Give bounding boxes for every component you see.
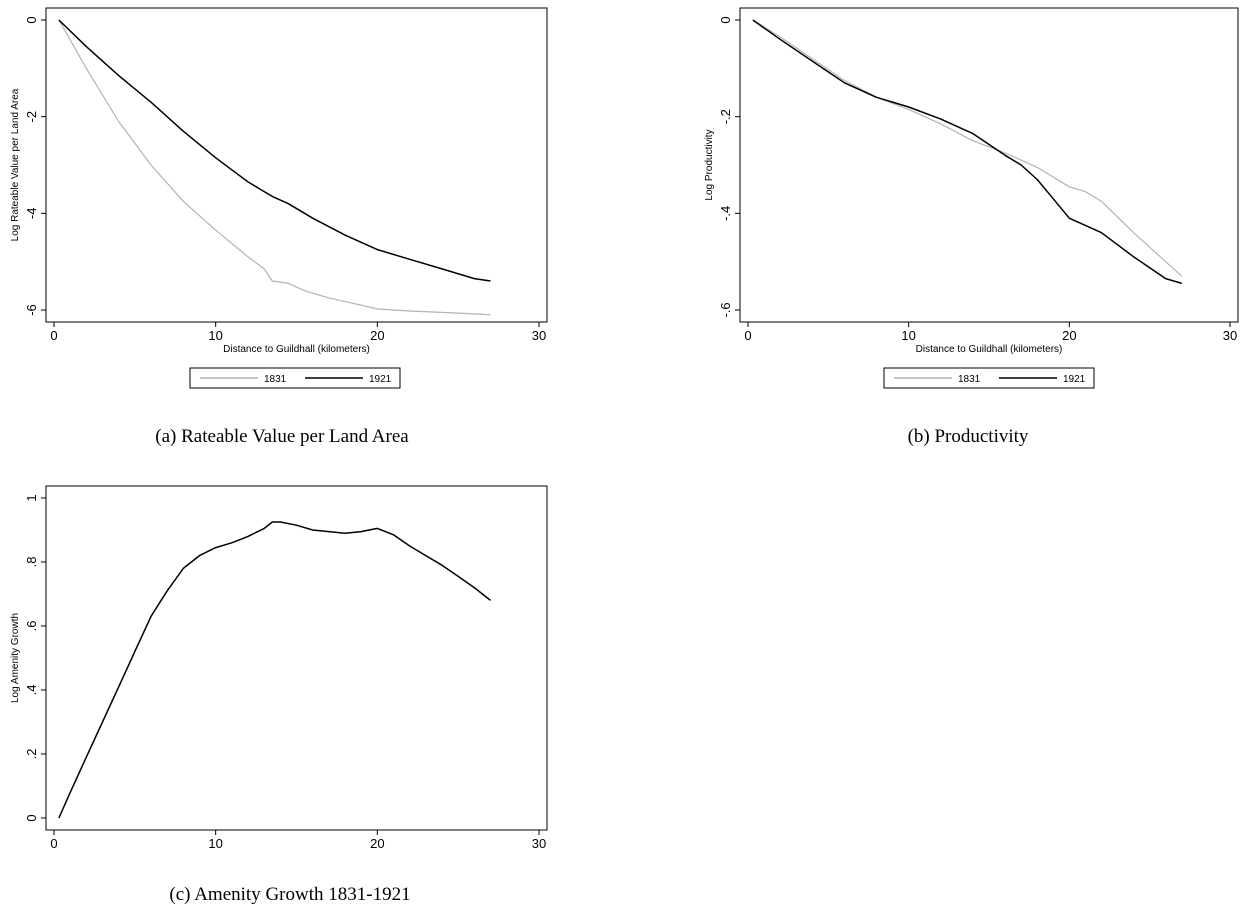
y-tick-label: .8 <box>24 557 39 568</box>
x-axis-title: Distance to Guildhall (kilometers) <box>223 344 370 355</box>
x-tick-label: 0 <box>50 328 57 343</box>
x-tick-label: 0 <box>50 836 57 850</box>
y-tick-label: 1 <box>24 494 39 501</box>
caption-a: (a) Rateable Value per Land Area <box>155 426 409 447</box>
x-tick-label: 10 <box>208 836 222 850</box>
legend-label-1831: 1831 <box>958 374 981 385</box>
legend-label-1921: 1921 <box>369 374 392 385</box>
y-tick-label: 0 <box>24 814 39 821</box>
series-line-1831 <box>752 19 1183 277</box>
x-tick-label: 30 <box>1223 328 1237 343</box>
y-tick-label: -6 <box>24 304 39 316</box>
x-tick-label: 20 <box>1062 328 1076 343</box>
y-tick-label: -4 <box>24 208 39 220</box>
caption-b: (b) Productivity <box>907 426 1029 447</box>
y-tick-label: .2 <box>24 749 39 760</box>
y-tick-label: -.6 <box>718 302 733 317</box>
y-tick-label: 0 <box>718 16 733 23</box>
y-tick-label: -2 <box>24 111 39 123</box>
plot-frame <box>739 7 1239 323</box>
chart-rateable-value: 0 10 20 30 -6 -4 -2 0 Distance to Guildhall (kil… <box>10 7 548 389</box>
y-tick-label: -.2 <box>718 109 733 124</box>
x-tick-label: 20 <box>370 836 384 850</box>
caption-c: (c) Amenity Growth 1831-1921 <box>169 884 411 905</box>
x-tick-label: 20 <box>370 328 384 343</box>
x-tick-label: 0 <box>744 328 751 343</box>
x-tick-label: 30 <box>532 836 546 850</box>
plot-frame <box>45 485 548 831</box>
x-tick-label: 10 <box>901 328 915 343</box>
y-tick-label: -.4 <box>718 206 733 221</box>
x-tick-label: 10 <box>208 328 222 343</box>
y-tick-label: 0 <box>24 16 39 23</box>
plot-frame <box>45 7 548 323</box>
legend-label-1831: 1831 <box>264 374 287 385</box>
legend-label-1921: 1921 <box>1063 374 1086 385</box>
x-axis-title: Distance to Guildhall (kilometers) <box>916 344 1063 355</box>
series-line-1921 <box>752 19 1183 285</box>
chart-productivity: 0 10 20 30 -.6 -.4 -.2 0 Distance to Guildhall (… <box>704 7 1239 389</box>
y-tick-label: .6 <box>24 621 39 632</box>
legend: 1831 1921 <box>883 367 1095 389</box>
x-tick-label: 30 <box>532 328 546 343</box>
series-line-1831 <box>58 19 491 316</box>
y-axis-title: Log Rateable Value per Land Area <box>10 88 21 241</box>
y-axis-title: Log Productivity <box>704 129 715 200</box>
y-axis-title: Log Amenity Growth <box>10 613 21 703</box>
legend-box <box>189 367 401 389</box>
legend-box <box>883 367 1095 389</box>
y-tick-label: .4 <box>24 685 39 696</box>
series-line-1921 <box>58 19 491 282</box>
legend: 1831 1921 <box>189 367 401 389</box>
series-line-amenity <box>58 521 491 819</box>
